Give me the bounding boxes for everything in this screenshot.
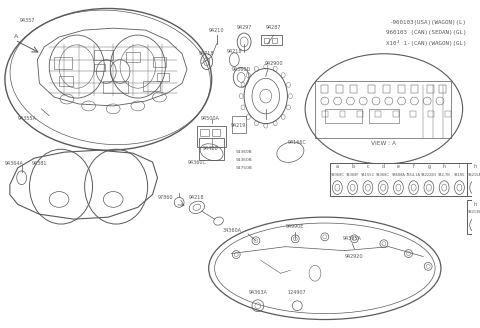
Bar bbox=[322, 111, 328, 117]
Bar bbox=[410, 111, 416, 117]
Bar bbox=[126, 52, 140, 62]
Bar bbox=[397, 85, 405, 93]
Text: 94368C: 94368C bbox=[376, 173, 390, 177]
Bar bbox=[330, 163, 467, 196]
Text: 944B8: 944B8 bbox=[203, 146, 218, 151]
Bar bbox=[383, 85, 390, 93]
Text: 94990E: 94990E bbox=[286, 224, 304, 230]
Bar bbox=[103, 81, 128, 93]
Text: c: c bbox=[367, 164, 369, 170]
Text: 94357: 94357 bbox=[20, 18, 36, 23]
Text: 94360D: 94360D bbox=[231, 67, 251, 72]
Bar bbox=[393, 111, 399, 117]
Text: b: b bbox=[351, 164, 354, 170]
Bar bbox=[350, 85, 357, 93]
Text: 94381: 94381 bbox=[32, 160, 47, 166]
Bar bbox=[197, 126, 227, 147]
Bar bbox=[445, 111, 451, 117]
Text: h: h bbox=[473, 164, 476, 170]
Text: 94213B: 94213B bbox=[468, 210, 480, 214]
Bar bbox=[200, 129, 209, 136]
Bar bbox=[467, 200, 480, 234]
Bar bbox=[428, 111, 434, 117]
Bar bbox=[261, 35, 283, 45]
Text: 94215A: 94215A bbox=[468, 173, 480, 177]
Text: 94355A: 94355A bbox=[18, 116, 37, 121]
Text: 34360A: 34360A bbox=[223, 228, 242, 234]
Bar bbox=[94, 64, 105, 72]
Text: 942.7B: 942.7B bbox=[438, 173, 451, 177]
Text: 94364A: 94364A bbox=[5, 160, 24, 166]
Text: e: e bbox=[397, 164, 400, 170]
Bar bbox=[427, 85, 434, 93]
Text: 94363A: 94363A bbox=[249, 291, 267, 296]
Text: 94166C: 94166C bbox=[288, 140, 307, 145]
Text: 98688A: 98688A bbox=[392, 173, 405, 177]
Bar bbox=[54, 57, 72, 69]
Text: a: a bbox=[336, 164, 339, 170]
Text: 960103 (CAN)(SEDAN)(GL): 960103 (CAN)(SEDAN)(GL) bbox=[386, 30, 467, 35]
Text: f: f bbox=[413, 164, 415, 170]
Text: 94218: 94218 bbox=[227, 49, 242, 54]
Bar bbox=[439, 85, 446, 93]
Bar bbox=[264, 38, 269, 43]
Text: i: i bbox=[459, 164, 460, 170]
Text: 94718: 94718 bbox=[199, 51, 215, 56]
Text: 942900: 942900 bbox=[264, 61, 283, 66]
Text: 124907: 124907 bbox=[288, 291, 307, 296]
Bar bbox=[143, 81, 160, 91]
Text: 94287: 94287 bbox=[266, 25, 281, 30]
Bar bbox=[336, 85, 343, 93]
Text: -960103(USA)(WAGON)(L): -960103(USA)(WAGON)(L) bbox=[390, 20, 467, 25]
Bar bbox=[411, 85, 419, 93]
Bar bbox=[375, 111, 381, 117]
Text: 94297: 94297 bbox=[237, 25, 252, 30]
Bar bbox=[369, 109, 399, 123]
Text: 94368F: 94368F bbox=[346, 173, 360, 177]
Bar bbox=[272, 38, 276, 43]
Text: 7854.1A: 7854.1A bbox=[406, 173, 421, 177]
Text: 94365A: 94365A bbox=[343, 236, 362, 241]
Bar bbox=[153, 57, 167, 67]
Text: 94500A: 94500A bbox=[201, 116, 220, 121]
Text: A: A bbox=[14, 34, 18, 39]
Text: 94360C: 94360C bbox=[187, 159, 206, 165]
Bar bbox=[157, 73, 169, 81]
Bar bbox=[94, 50, 113, 60]
Text: 94222B3: 94222B3 bbox=[421, 173, 437, 177]
Text: h: h bbox=[473, 202, 476, 207]
Text: 94185: 94185 bbox=[454, 173, 465, 177]
Text: h: h bbox=[443, 164, 446, 170]
Bar bbox=[212, 129, 220, 136]
Text: 94368C: 94368C bbox=[330, 173, 344, 177]
Bar bbox=[59, 76, 73, 86]
Text: 94360B: 94360B bbox=[236, 150, 252, 154]
Text: 942920: 942920 bbox=[345, 254, 364, 259]
Text: 94218: 94218 bbox=[189, 195, 204, 200]
Text: VIEW : A: VIEW : A bbox=[372, 141, 396, 146]
Bar bbox=[467, 163, 480, 196]
Text: 97860: 97860 bbox=[157, 195, 173, 200]
Text: 94750B: 94750B bbox=[236, 166, 252, 170]
Text: 94155C: 94155C bbox=[361, 173, 375, 177]
Bar bbox=[357, 111, 363, 117]
Text: 94219: 94219 bbox=[230, 123, 246, 128]
Bar bbox=[339, 111, 346, 117]
Text: 94360B: 94360B bbox=[236, 158, 252, 162]
Bar bbox=[325, 109, 362, 123]
Bar bbox=[315, 81, 451, 138]
Text: d: d bbox=[382, 164, 384, 170]
Bar bbox=[368, 85, 375, 93]
Bar bbox=[232, 116, 246, 133]
Text: X10² 1-(CAN)(WAGON)(GL): X10² 1-(CAN)(WAGON)(GL) bbox=[386, 40, 467, 46]
Text: 94210: 94210 bbox=[209, 28, 224, 32]
Text: g: g bbox=[427, 164, 431, 170]
Bar bbox=[321, 85, 328, 93]
Bar bbox=[199, 138, 225, 160]
